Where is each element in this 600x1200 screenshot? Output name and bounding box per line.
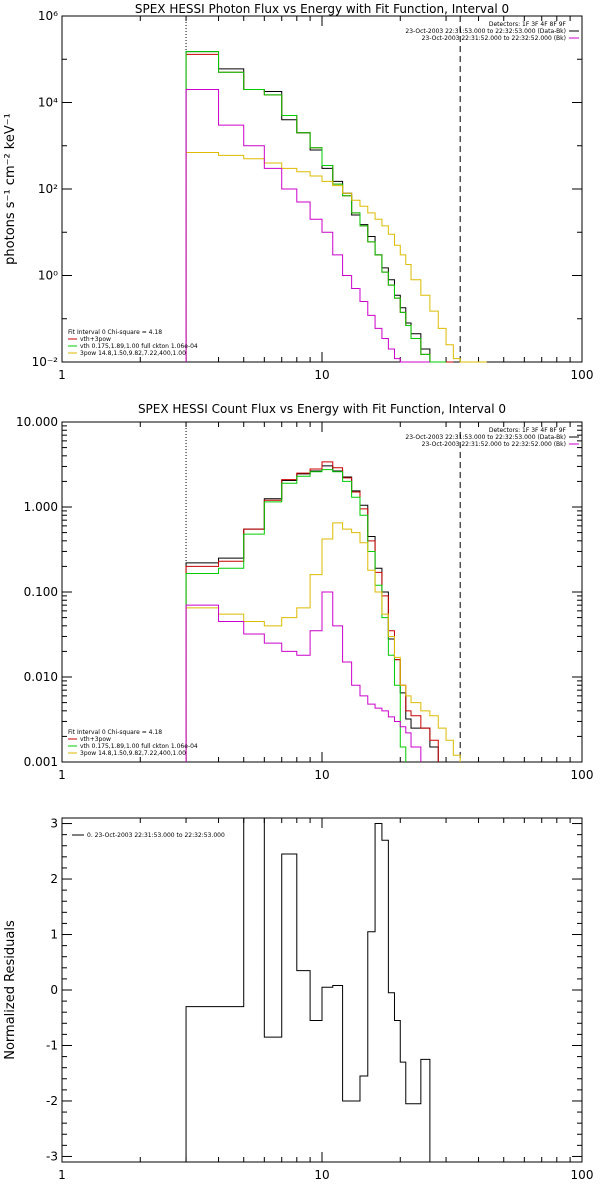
y-tick-label: -3: [46, 1149, 58, 1163]
series-line-0: [185, 51, 447, 363]
y-tick-label: 1.000: [24, 500, 58, 514]
y-tick-label: 3: [50, 817, 58, 831]
y-tick-label: 0: [50, 983, 58, 997]
legend-text: 0. 23-Oct-2003 22:31:53.000 to 22:32:53.…: [87, 832, 225, 839]
legend-text: vth+3pow: [80, 736, 111, 743]
x-tick-label: 10: [314, 768, 329, 782]
y-tick-label: 2: [50, 872, 58, 886]
series-line-3: [185, 522, 461, 762]
x-tick-label: 100: [571, 368, 594, 382]
chart-title: SPEX HESSI Count Flux vs Energy with Fit…: [138, 402, 506, 416]
y-axis-label: photons s⁻¹ cm⁻² keV⁻¹: [3, 113, 18, 265]
y-tick-label: 10⁶: [38, 9, 58, 23]
legend-text: vth 0.175,1.89,1.00 full ckton 1.06e-04: [80, 743, 198, 750]
legend-text: 23-Oct-2003 22:31:52.000 to 22:32:52.000…: [422, 441, 566, 448]
y-tick-label: 10⁻²: [32, 355, 59, 369]
y-tick-label: 10⁰: [38, 269, 58, 283]
y-tick-label: 0.010: [24, 670, 58, 684]
legend-text: vth 0.175,1.89,1.00 full ckton 1.06e-04: [80, 343, 198, 350]
legend-text: Detectors: 1F 3F 4F 8F 9F: [489, 21, 567, 28]
legend-text: Fit Interval 0 Chi-square = 4.18: [68, 329, 162, 336]
x-tick-label: 10: [314, 368, 329, 382]
x-tick-label: 1: [58, 368, 66, 382]
y-tick-label: -1: [46, 1038, 58, 1052]
y-tick-label: 10²: [38, 182, 58, 196]
legend-text: 23-Oct-2003 22:31:52.000 to 22:32:52.000…: [422, 35, 566, 42]
legend-text: 23-Oct-2003 22:31:53.000 to 22:32:53.000…: [405, 434, 566, 441]
y-tick-label: 10.000: [16, 415, 58, 429]
y-tick-label: 10⁴: [38, 96, 58, 110]
chart-title: SPEX HESSI Photon Flux vs Energy with Fi…: [135, 2, 509, 16]
x-tick-label: 1: [58, 1168, 66, 1182]
y-tick-label: 0.001: [24, 755, 58, 769]
y-tick-label: 1: [50, 928, 58, 942]
legend-text: vth+3pow: [80, 336, 111, 343]
series-line-2: [185, 469, 407, 762]
count-flux-panel: SPEX HESSI Count Flux vs Energy with Fit…: [16, 402, 593, 782]
x-tick-label: 10: [314, 1168, 329, 1182]
y-tick-label: 0.100: [24, 585, 58, 599]
series-line-4: [185, 88, 430, 363]
series-line-4: [185, 591, 422, 762]
legend-text: Fit Interval 0 Chi-square = 4.18: [68, 729, 162, 736]
residuals-panel: 1 10 100 -3 -2 -1 0 1 2 3 Normalized Residuals 0. 2…: [3, 817, 593, 1182]
x-tick-label: 1: [58, 768, 66, 782]
series-line-1: [185, 53, 454, 363]
series-line-2: [185, 51, 447, 363]
y-tick-label: -2: [46, 1094, 58, 1108]
plot-frame: [61, 15, 583, 363]
legend-text: 23-Oct-2003 22:31:53.000 to 22:32:53.000…: [405, 28, 566, 35]
photon-flux-panel: SPEX HESSI Photon Flux vs Energy with Fi…: [3, 2, 593, 382]
series-line-0: [185, 817, 439, 1163]
legend-text: 3pow 14.8,1.50,9.82,7.22,400,1.00: [80, 350, 186, 357]
y-axis-label: Normalized Residuals: [3, 920, 18, 1060]
x-tick-label: 100: [571, 1168, 594, 1182]
x-tick-label: 100: [571, 768, 594, 782]
legend-text: Detectors: 1F 3F 4F 8F 9F: [489, 427, 567, 434]
legend-text: 3pow 14.8,1.50,9.82,7.22,400,1.00: [80, 750, 186, 757]
